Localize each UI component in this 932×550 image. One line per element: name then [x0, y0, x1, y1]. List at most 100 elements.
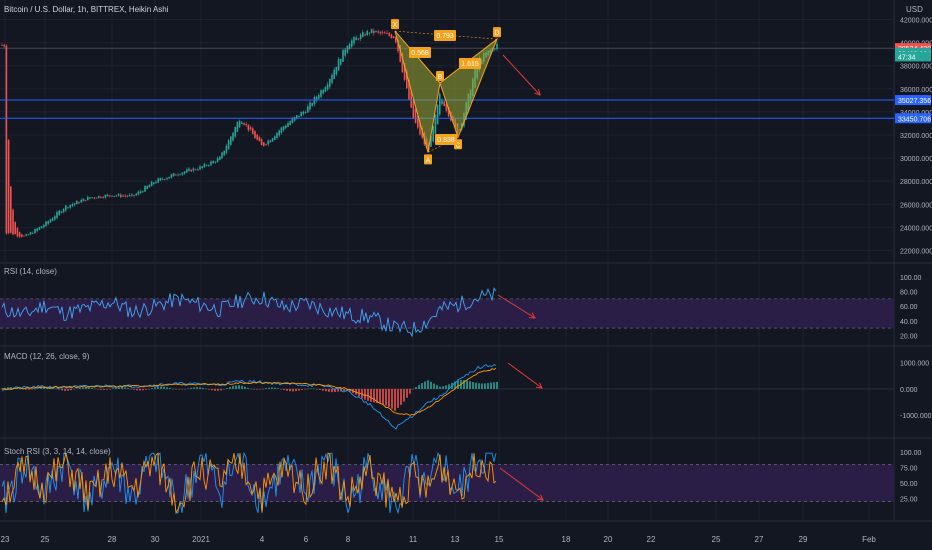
candle [179, 174, 181, 176]
candle [234, 127, 236, 137]
macd-histogram-bar [103, 388, 105, 390]
macd-histogram-bar [466, 380, 468, 389]
harmonic-point-label: A [426, 157, 431, 164]
macd-histogram-bar [421, 383, 423, 389]
macd-histogram-bar [220, 388, 222, 391]
time-tick-label: 25 [41, 535, 50, 544]
candle [434, 114, 437, 134]
time-tick-label: 23 [1, 535, 10, 544]
macd-histogram-bar [235, 385, 237, 389]
candle [269, 140, 272, 143]
candle [225, 145, 228, 154]
harmonic-point-X [391, 19, 399, 30]
candle [397, 39, 399, 52]
macd-histogram-bar [91, 387, 93, 389]
candle [120, 194, 122, 197]
macd-histogram-bar [202, 387, 204, 389]
candle [34, 228, 36, 234]
time-tick-label: 4 [260, 535, 265, 544]
candle [399, 45, 401, 62]
macd-histogram-bar [37, 388, 39, 389]
harmonic-ratio-label: 0.793 [436, 33, 454, 40]
macd-histogram-bar [214, 388, 216, 391]
macd-histogram-bar [316, 388, 318, 390]
candle [69, 204, 71, 208]
price-arrow [502, 54, 541, 96]
candle [296, 115, 298, 119]
macd-histogram-bar [169, 388, 171, 389]
macd-histogram-bar [442, 386, 444, 389]
candle [203, 163, 206, 168]
candle [56, 211, 58, 218]
candle [379, 31, 382, 34]
candle [111, 195, 113, 197]
macd-histogram-bar [175, 388, 177, 390]
candle [109, 195, 111, 197]
candle [76, 200, 78, 205]
candle [256, 134, 258, 140]
macd-histogram-bar [118, 387, 120, 389]
harmonic-ratio-label: 0.568 [411, 50, 429, 57]
candle [227, 140, 230, 150]
macd-histogram-bar [265, 388, 267, 389]
price-tick-label: 22000.000 [900, 248, 932, 255]
time-tick-label: 27 [755, 535, 764, 544]
macd-histogram-bar [286, 388, 288, 391]
candle [106, 194, 109, 197]
candle [373, 30, 375, 34]
candle [346, 45, 349, 53]
candle [153, 182, 155, 184]
time-tick-label: Feb [862, 535, 876, 544]
candle [124, 195, 126, 197]
candle [377, 31, 379, 33]
macd-histogram-bar [190, 387, 192, 389]
macd-histogram-bar [424, 381, 426, 389]
macd-histogram-bar [7, 387, 9, 389]
macd-histogram-bar [415, 387, 417, 389]
macd-histogram-bar [469, 381, 471, 389]
harmonic-ratio-label: 0.838 [437, 137, 455, 144]
macd-histogram-bar [493, 382, 495, 389]
harmonic-xd-line [394, 30, 498, 40]
candle [7, 139, 10, 234]
macd-histogram-bar [409, 388, 411, 394]
macd-histogram-bar [433, 383, 435, 389]
macd-histogram-bar [490, 382, 492, 389]
time-tick-label: 28 [108, 535, 117, 544]
candle [190, 169, 192, 172]
candle [80, 200, 82, 203]
candle [324, 87, 327, 92]
candle [494, 48, 496, 50]
candle [300, 112, 302, 117]
candle [359, 34, 362, 40]
price-tick-label: 42000.000 [900, 18, 932, 25]
macd-histogram-bar [133, 388, 135, 390]
stoch-tick-label: 25.00 [900, 497, 918, 504]
candle [14, 222, 16, 235]
candle [307, 106, 309, 113]
time-tick-label: 29 [799, 535, 808, 544]
macd-tick-label: 0.000 [900, 387, 918, 394]
macd-histogram-bar [160, 386, 162, 389]
price-axis-badge-label: 35027.356 [898, 98, 931, 105]
candle [104, 194, 107, 198]
candle [210, 161, 212, 166]
candle [148, 184, 151, 188]
candle [82, 198, 85, 202]
macd-histogram-bar [208, 388, 210, 390]
macd-histogram-bar [280, 388, 282, 390]
candle [368, 32, 371, 34]
macd-histogram-bar [34, 388, 36, 390]
candle [331, 74, 333, 83]
candle [333, 69, 335, 79]
macd-histogram-bar [244, 386, 246, 389]
harmonic-ratio-box [459, 58, 481, 69]
macd-histogram-bar [199, 387, 201, 389]
macd-histogram-bar [250, 388, 252, 390]
price-axis-badge [895, 95, 931, 106]
candle [441, 99, 443, 105]
time-tick-label: 20 [604, 535, 613, 544]
candle [12, 209, 14, 235]
price-tick-label: 26000.000 [900, 202, 932, 209]
